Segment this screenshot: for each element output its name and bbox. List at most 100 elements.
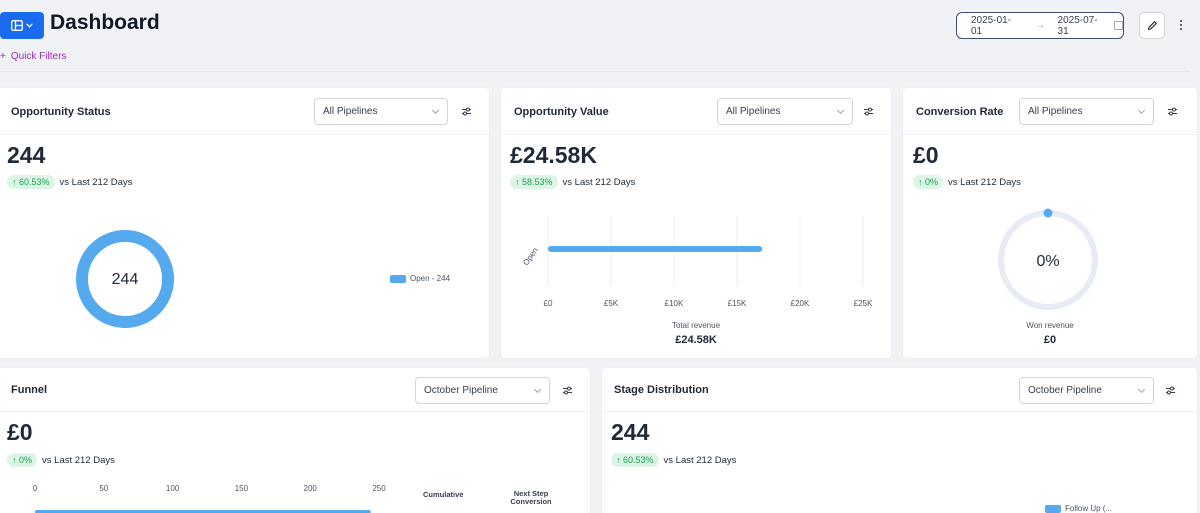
date-range-picker[interactable]: 2025-01-01 → 2025-07-31 [956, 12, 1124, 39]
stage-distribution-card: Stage Distribution October Pipeline 244 … [602, 368, 1197, 513]
calendar-icon[interactable] [1114, 21, 1124, 30]
funnel-bar[interactable] [35, 510, 371, 513]
quick-filters-link[interactable]: + Quick Filters [0, 51, 66, 62]
x-tick-label: 50 [99, 484, 108, 493]
caption-value: £24.58K [675, 334, 717, 346]
trend-row: ↑ 58.53% vs Last 212 Days [510, 175, 635, 189]
chart-caption: Total revenue [671, 321, 721, 330]
more-options-icon[interactable] [1174, 14, 1188, 36]
legend-swatch [390, 274, 406, 283]
x-tick-label: £25K [854, 299, 873, 308]
gauge-marker [1043, 208, 1053, 218]
metric-value: 244 [7, 142, 46, 168]
conversion-label: Conversion [510, 497, 552, 506]
opportunity-value-bar-chart: Open £0 £5K £10K £15K £20K £25K [521, 216, 873, 308]
metric-value: £24.58K [510, 142, 597, 168]
change-badge: ↑ 58.53% [510, 175, 558, 189]
card-header [0, 368, 590, 412]
chevron-down-icon [533, 385, 542, 394]
donut-center-label: 244 [112, 271, 139, 288]
layout-icon [11, 20, 23, 31]
arrow-right-icon: → [1035, 20, 1046, 31]
metric-value: £0 [7, 419, 33, 445]
legend-label: Open - 244 [410, 274, 451, 283]
pipeline-select[interactable]: All Pipelines [1019, 98, 1154, 125]
opportunity-value-card: Opportunity Value All Pipelines £24.58K … [501, 88, 891, 358]
card-title: Opportunity Value [514, 106, 609, 118]
y-category-label: Open [521, 246, 540, 267]
quick-filters-label: Quick Filters [10, 51, 67, 62]
date-start[interactable]: 2025-01-01 [971, 14, 1012, 37]
change-badge: ↑ 60.53% [611, 453, 659, 467]
pipeline-select-value: All Pipelines [726, 106, 781, 117]
header-divider [0, 71, 1190, 72]
x-tick-label: 100 [166, 484, 180, 493]
page-title: Dashboard [50, 11, 160, 34]
card-header [903, 88, 1197, 135]
comparison-text: vs Last 212 Days [948, 176, 1021, 188]
filter-settings-icon[interactable] [1167, 106, 1178, 117]
date-end[interactable]: 2025-07-31 [1057, 14, 1098, 37]
edit-dashboard-button[interactable] [1139, 12, 1165, 39]
pipeline-select[interactable]: All Pipelines [314, 98, 448, 125]
conversion-rate-gauge: 0% [998, 208, 1098, 310]
x-tick-label: £15K [728, 299, 747, 308]
chevron-down-icon [26, 23, 33, 28]
chevron-down-icon [1137, 385, 1146, 394]
bar-open[interactable] [548, 246, 763, 252]
opportunity-status-donut: 244 [76, 230, 174, 328]
pencil-icon [1147, 21, 1157, 31]
caption-value: £0 [1043, 334, 1057, 346]
trend-row: ↑ 0% vs Last 212 Days [7, 453, 115, 467]
comparison-text: vs Last 212 Days [42, 454, 115, 466]
card-title: Funnel [11, 384, 48, 396]
x-tick-label: £5K [604, 299, 619, 308]
filter-settings-icon[interactable] [863, 106, 874, 117]
x-tick-label: 250 [372, 484, 386, 493]
pipeline-select[interactable]: All Pipelines [717, 98, 853, 125]
card-header [602, 368, 1197, 412]
filter-settings-icon[interactable] [562, 385, 573, 396]
chart-legend: Open - 244 [390, 274, 450, 283]
funnel-card: Funnel October Pipeline £0 ↑ 0% vs Last … [0, 368, 590, 513]
filter-settings-icon[interactable] [1165, 385, 1176, 396]
x-tick-label: 150 [235, 484, 249, 493]
chevron-down-icon [1137, 106, 1146, 115]
change-badge: ↑ 0% [913, 175, 944, 189]
trend-row: ↑ 60.53% vs Last 212 Days [611, 453, 736, 467]
filter-settings-icon[interactable] [461, 106, 472, 117]
trend-row: ↑ 0% vs Last 212 Days [913, 175, 1021, 189]
chart-caption: Won revenue [1026, 321, 1074, 330]
x-tick-label: £10K [665, 299, 684, 308]
comparison-text: vs Last 212 Days [59, 176, 133, 188]
x-tick-label: £20K [791, 299, 810, 308]
card-title: Stage Distribution [614, 384, 709, 396]
pipeline-select-value: October Pipeline [1028, 385, 1102, 396]
legend-swatch [1045, 504, 1061, 513]
pipeline-select[interactable]: October Pipeline [1019, 377, 1154, 404]
trend-row: ↑ 60.53% vs Last 212 Days [7, 175, 132, 189]
next-step-label: Next Step [513, 489, 549, 498]
conversion-rate-card: Conversion Rate All Pipelines £0 ↑ 0% vs… [903, 88, 1197, 358]
comparison-text: vs Last 212 Days [663, 454, 737, 466]
pipeline-select-value: All Pipelines [323, 106, 378, 117]
plus-icon: + [0, 51, 6, 62]
comparison-text: vs Last 212 Days [562, 176, 636, 188]
funnel-chart: 0 50 100 150 200 250 [33, 484, 386, 513]
gauge-center-label: 0% [1036, 253, 1059, 270]
pipeline-select[interactable]: October Pipeline [415, 377, 550, 404]
opportunity-status-card: Opportunity Status All Pipelines 244 ↑ 6… [0, 88, 489, 358]
cumulative-column-header: Cumulative [423, 490, 464, 499]
card-header [501, 88, 891, 135]
metric-value: £0 [913, 142, 939, 168]
change-badge: ↑ 0% [7, 453, 38, 467]
chart-legend: Follow Up (... [1045, 504, 1112, 513]
view-switcher-button[interactable] [0, 12, 44, 39]
x-tick-label: 0 [33, 484, 38, 493]
card-title: Opportunity Status [11, 106, 111, 118]
donut-segment-open [76, 230, 174, 328]
card-title: Conversion Rate [916, 106, 1004, 118]
change-badge: ↑ 60.53% [7, 175, 55, 189]
legend-label: Follow Up (... [1065, 504, 1113, 513]
next-step-column-header: Next Step Conversion [496, 490, 566, 506]
